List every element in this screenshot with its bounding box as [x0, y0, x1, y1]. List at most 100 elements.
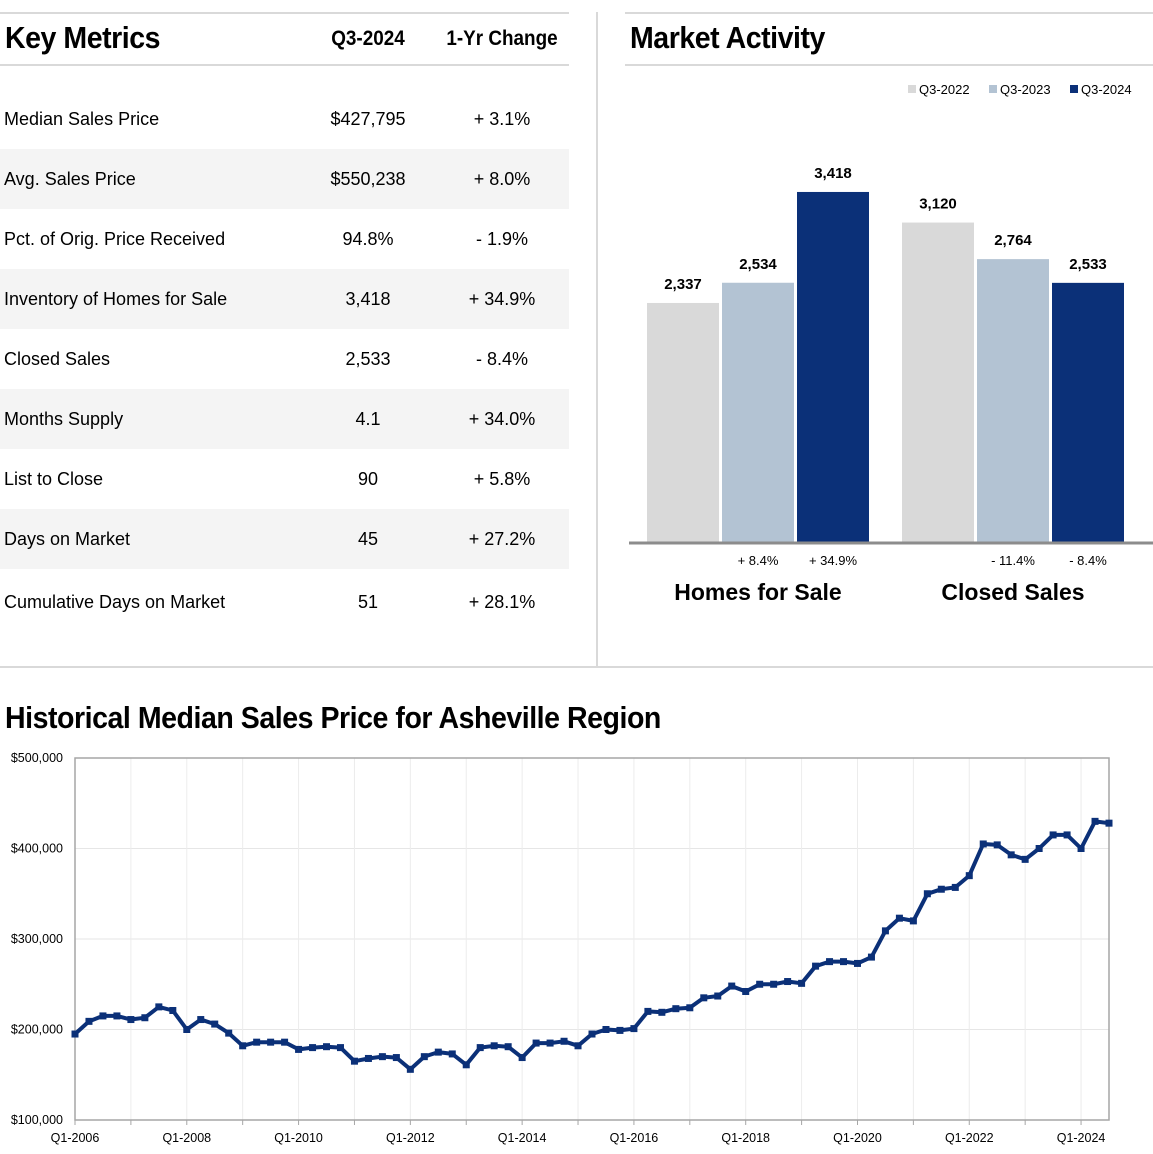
price-point: [85, 1017, 93, 1025]
price-point: [728, 982, 736, 990]
metric-change: + 3.1%: [473, 108, 531, 129]
price-point: [323, 1043, 331, 1051]
metric-name: Avg. Sales Price: [4, 168, 136, 189]
metric-value: 2,533: [345, 348, 391, 369]
price-point: [392, 1054, 400, 1062]
bar-change-label: + 8.4%: [738, 553, 779, 568]
metric-change: + 28.1%: [468, 592, 536, 612]
price-point: [993, 841, 1001, 849]
price-point: [295, 1045, 303, 1053]
bar-change-label: - 8.4%: [1069, 553, 1107, 568]
bar-value-label: 3,418: [814, 165, 852, 182]
price-point: [1063, 831, 1071, 839]
bar-category-labels: Homes for Sale Closed Sales: [674, 579, 1084, 605]
x-tick-label: Q1-2012: [386, 1131, 435, 1145]
metric-value: 4.1: [355, 408, 381, 429]
price-point: [281, 1038, 289, 1046]
bar-category-label: Homes for Sale: [674, 579, 841, 605]
metric-row: Pct. of Orig. Price Received 94.8% - 1.9…: [0, 209, 569, 269]
price-point: [909, 917, 917, 925]
metric-change: + 5.8%: [473, 468, 531, 489]
x-tick-label: Q1-2020: [833, 1131, 882, 1145]
price-point: [364, 1054, 372, 1062]
price-point: [700, 994, 708, 1002]
price-point: [867, 953, 875, 961]
bar-category-label: Closed Sales: [941, 579, 1084, 605]
y-tick-label: $300,000: [11, 932, 63, 946]
price-point: [895, 914, 903, 922]
history-line-chart: $100,000 $200,000 $300,000 $400,000 $500,000…: [11, 751, 1113, 1145]
price-point: [937, 885, 945, 893]
price-point: [462, 1061, 470, 1069]
price-point: [71, 1030, 79, 1038]
bar: [797, 191, 869, 543]
legend-swatch: [908, 85, 916, 93]
bar-value-label: 2,337: [664, 276, 702, 293]
metric-row: Cumulative Days on Market 51 + 28.1%: [0, 569, 569, 636]
price-point: [1049, 831, 1057, 839]
metric-name: Cumulative Days on Market: [4, 592, 226, 612]
price-point: [225, 1029, 233, 1037]
price-point: [742, 987, 750, 995]
col-change-header: 1-Yr Change: [446, 27, 558, 50]
price-point: [1105, 819, 1113, 827]
legend-label: Q3-2024: [1081, 82, 1132, 97]
price-point: [714, 992, 722, 1000]
legend-swatch: [1070, 85, 1078, 93]
x-tick-label: Q1-2018: [721, 1131, 770, 1145]
panel-divider-vertical: [596, 12, 598, 668]
col-current-header: Q3-2024: [331, 27, 405, 50]
price-point: [1077, 845, 1085, 852]
legend-label: Q3-2022: [919, 82, 970, 97]
price-point: [672, 1005, 680, 1013]
price-point: [853, 959, 861, 967]
price-point: [532, 1039, 540, 1047]
bar-change-label: + 34.9%: [809, 553, 858, 568]
metric-change: + 27.2%: [468, 528, 536, 549]
metric-change: + 34.0%: [468, 408, 536, 429]
x-tick-label: Q1-2022: [945, 1131, 994, 1145]
price-point: [127, 1016, 135, 1024]
metric-name: Pct. of Orig. Price Received: [4, 228, 226, 249]
price-point: [588, 1030, 596, 1038]
key-metrics-header-rule: [0, 64, 569, 66]
price-point: [378, 1053, 386, 1061]
metric-change: - 8.4%: [475, 348, 529, 369]
plot-frame: [74, 757, 1110, 1121]
metric-value: $550,238: [330, 168, 406, 189]
metric-name: Days on Market: [4, 528, 131, 549]
price-point: [253, 1038, 261, 1046]
metric-row: Avg. Sales Price $550,238 + 8.0%: [0, 149, 569, 209]
price-point: [434, 1048, 442, 1056]
metric-change: + 34.9%: [468, 288, 536, 309]
market-activity-top-rule: [625, 12, 1153, 14]
price-point: [1007, 851, 1015, 859]
price-point: [644, 1007, 652, 1015]
metric-row: Closed Sales 2,533 - 8.4%: [0, 329, 569, 389]
price-point: [267, 1038, 275, 1046]
metric-row: Median Sales Price $427,795 + 3.1%: [0, 89, 569, 149]
price-point: [490, 1042, 498, 1050]
price-point: [756, 980, 764, 988]
bar: [647, 302, 719, 543]
y-tick-label: $200,000: [11, 1023, 63, 1037]
price-point: [476, 1044, 484, 1052]
bar: [722, 282, 794, 543]
metric-name: Closed Sales: [4, 348, 111, 369]
price-point: [1035, 845, 1043, 852]
bar-value-label: 2,533: [1069, 256, 1107, 273]
x-tick-label: Q1-2024: [1057, 1131, 1106, 1145]
legend-label: Q3-2023: [1000, 82, 1051, 97]
price-point: [574, 1042, 582, 1050]
x-tick-label: Q1-2008: [162, 1131, 211, 1145]
price-point: [504, 1043, 512, 1051]
price-point: [155, 1003, 163, 1011]
market-activity-bar-chart: Q3-2022 Q3-2023 Q3-2024 2,337 2,534 + 8.4% 3,…: [629, 82, 1153, 605]
price-point: [420, 1053, 428, 1061]
bar-value-label: 3,120: [919, 196, 957, 213]
price-point: [336, 1044, 344, 1052]
price-point: [686, 1004, 694, 1012]
line-series: [71, 817, 1113, 1073]
line-x-tick-labels: Q1-2006 Q1-2008 Q1-2010 Q1-2012 Q1-2014 Q1-20…: [51, 1131, 1106, 1145]
price-point: [826, 958, 834, 966]
